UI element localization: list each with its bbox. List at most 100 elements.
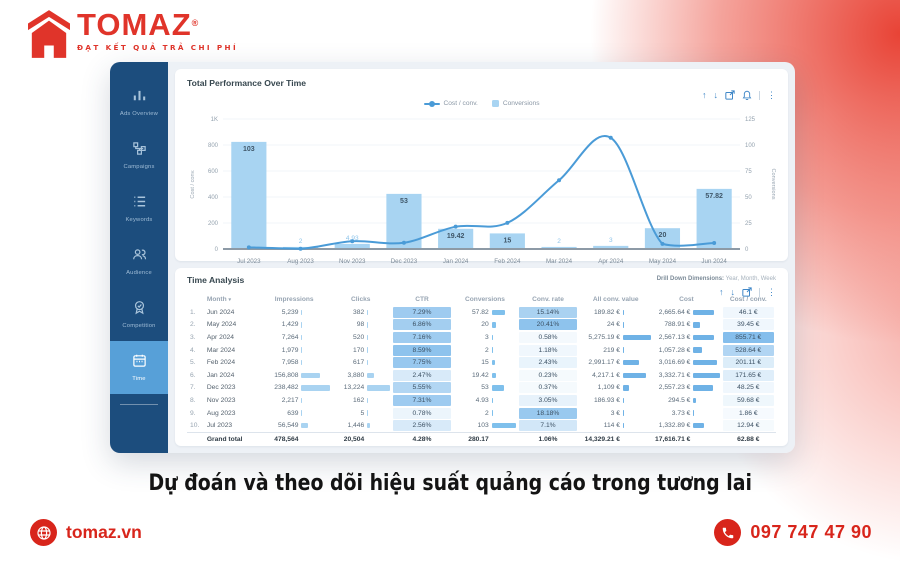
shaded-value: 171.65 € [722,369,774,381]
more-options-icon[interactable]: ⋮ [767,286,776,297]
cell-cost-conv-: 12.94 € [721,419,776,432]
conversions-bar[interactable] [593,245,629,249]
mini-bar [491,397,493,404]
footer-website[interactable]: tomaz.vn [30,519,142,546]
caption: Dự đoán và theo dõi hiệu suất quảng cáo … [0,470,900,496]
line-point[interactable] [350,239,355,244]
conversions-bar[interactable] [541,246,577,249]
column-header-cost-conv-[interactable]: Cost / conv. [729,296,767,303]
shaded-value: 855.71 € [722,331,774,343]
line-point[interactable] [505,220,510,225]
shaded-value: 1.18% [518,344,578,356]
cell-conversions: 57.82 [453,306,517,319]
legend-conversions[interactable]: Conversions [491,100,539,107]
sidebar-item-audience[interactable]: Audience [110,235,168,288]
footer-phone[interactable]: 097 747 47 90 [714,519,872,546]
line-point[interactable] [712,241,717,246]
line-marker-icon [423,100,440,107]
arrow-up-icon[interactable]: ↑ [719,286,724,297]
table-row[interactable]: 6. Jan 2024 156,808 3,880 2.47% 19.42 0.23% 4,2… [187,369,776,382]
mini-bar [367,372,374,379]
line-point[interactable] [298,246,303,251]
shaded-value: 7.31% [392,394,452,406]
right-axis-tick: 75 [745,169,752,175]
drill-value[interactable]: Year, Month, Week [724,276,776,282]
cell-impressions: 1,429 [281,321,302,329]
dashboard-main: Total Performance Over Time ↑ ↓ ⋮ Cost /… [168,62,795,453]
line-point[interactable] [557,178,562,183]
mini-bar [693,359,718,366]
arrow-up-icon[interactable]: ↑ [702,89,707,100]
column-header-month[interactable]: Month ▾ [206,296,231,303]
sidebar-item-competition[interactable]: Competition [110,288,168,341]
dashboard-window: Ads Overview Campaigns Keywords Audience Com… [110,62,795,453]
cell-cost-conv-: 201.11 € [721,356,776,369]
table-row[interactable]: 10. Jul 2023 56,549 1,446 2.56% 103 7.1% 114 € 1… [187,419,776,432]
sidebar-item-campaigns[interactable]: Campaigns [110,129,168,182]
line-point[interactable] [660,241,665,246]
brand-name: TOMAZ® [77,7,200,42]
mini-bar [301,397,302,404]
cell-impressions: 238,482 [258,382,331,395]
right-axis-title: Conversions [770,168,776,199]
brand-logo: TOMAZ® ĐẠT KẾT QUẢ TRẢ CHI PHÍ [28,7,239,58]
column-header-ctr[interactable]: CTR [415,296,429,303]
export-icon[interactable] [742,287,752,297]
column-header-clicks[interactable]: Clicks [351,296,371,303]
chart-toolbar: ↑ ↓ ⋮ [702,90,776,100]
line-point[interactable] [453,224,458,229]
cell-cost-conv-: 48.25 € [721,382,776,395]
table-row[interactable]: 8. Nov 2023 2,217 162 7.31% 4.93 3.05% 186.93 €… [187,394,776,407]
website-text[interactable]: tomaz.vn [66,522,142,542]
cost-per-conv-line[interactable] [247,135,716,250]
table-row[interactable]: 9. Aug 2023 639 5 0.78% 2 18.18% 3 € 3.73 € 1.86 … [187,407,776,420]
cell-impressions: 639 [287,409,302,417]
cell-cost-conv-: 59.68 € [721,394,776,407]
row-number: 9. [190,409,196,417]
phone-text[interactable]: 097 747 47 90 [750,522,872,542]
table-row[interactable]: 7. Dec 2023 238,482 13,224 5.55% 53 0.37% 1,109… [187,382,776,395]
bell-icon[interactable] [742,90,752,100]
line-point[interactable] [246,245,251,250]
arrow-down-icon[interactable]: ↓ [730,286,736,297]
arrow-down-icon[interactable]: ↓ [713,89,719,100]
sidebar-item-keywords[interactable]: Keywords [110,182,168,235]
conversions-bar[interactable] [334,243,370,249]
conversions-bar[interactable] [696,188,732,249]
mini-bar [693,309,715,316]
export-icon[interactable] [725,90,735,100]
sidebar-item-time[interactable]: Time [110,341,168,394]
cell-cost-conv-: 528.64 € [721,344,776,357]
column-header-all-conv-value[interactable]: All conv. value [592,296,639,303]
x-axis-label: Jan 2024 [443,258,469,265]
conversions-bar[interactable] [231,141,267,249]
legend-cost-per-conv[interactable]: Cost / conv. [423,100,478,107]
conversions-bar[interactable] [644,228,681,249]
table-row[interactable]: 4. Mar 2024 1,979 170 8.59% 2 1.18% 219 €1,057.… [187,344,776,357]
row-number: 10. [190,422,200,430]
row-number: 6. [190,371,196,379]
cell-month: Dec 2023 [206,384,236,392]
line-point[interactable] [401,240,406,245]
table-row[interactable]: 2. May 2024 1,429 98 6.86% 20 20.41% 24 € 788.91… [187,319,776,332]
sidebar-item-ads-overview[interactable]: Ads Overview [110,76,168,129]
table-row[interactable]: 1. Jun 2024 5,239 382 7.29% 57.82 15.14% 189.82… [187,306,776,319]
shaded-value: 46.1 € [722,306,774,318]
sidebar-item-label: Competition [122,323,156,329]
column-header-cost[interactable]: Cost [679,296,694,303]
column-header-conv-rate[interactable]: Conv. rate [532,296,564,303]
line-point[interactable] [608,135,613,140]
brand-tagline: ĐẠT KẾT QUẢ TRẢ CHI PHÍ [77,43,239,52]
cell-impressions: 5,239 [281,308,303,316]
shaded-value: 201.11 € [722,357,774,369]
more-options-icon[interactable]: ⋮ [767,89,776,100]
table-row[interactable]: 5. Feb 2024 7,958 617 7.75% 15 2.43% 2,991.17 €… [187,356,776,369]
column-header-impressions[interactable]: Impressions [274,296,314,303]
right-axis-tick: 125 [745,117,756,123]
cell-conversions: 2 [484,409,493,417]
column-header-conversions[interactable]: Conversions [465,296,505,303]
bar-label: 103 [243,146,255,153]
table-row[interactable]: 3. Apr 2024 7,264 520 7.16% 3 0.58% 5,275.19 €2… [187,331,776,344]
conversions-bar[interactable] [438,228,474,249]
conversions-bar[interactable] [489,233,525,249]
